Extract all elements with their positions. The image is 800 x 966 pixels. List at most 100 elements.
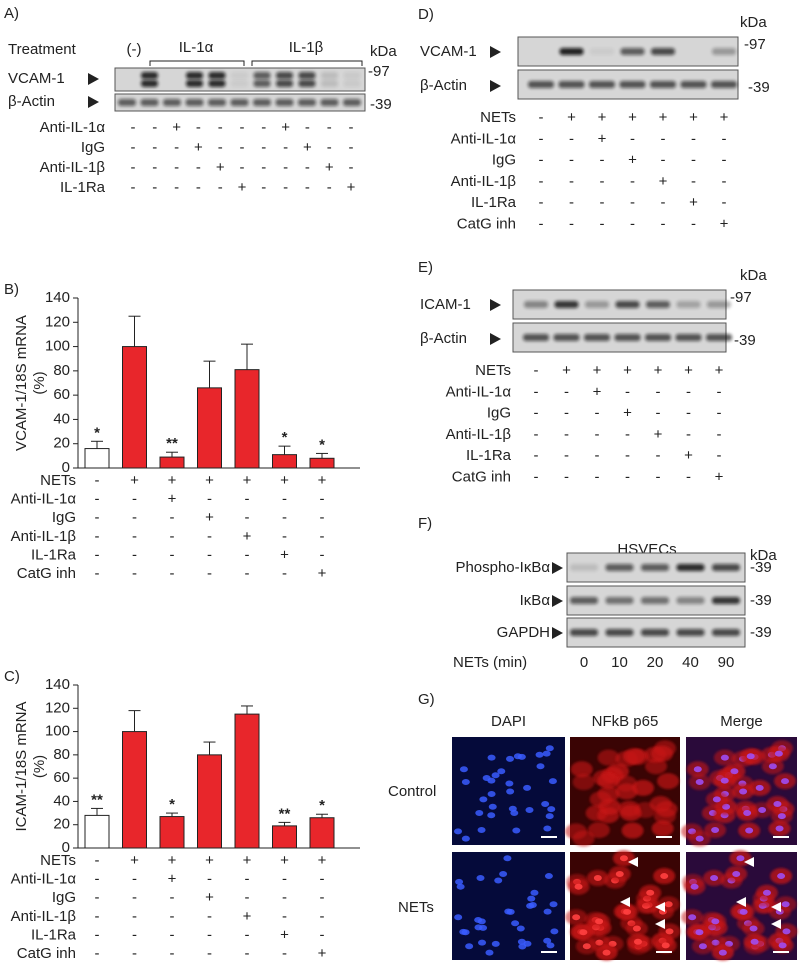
nucleus-red	[664, 901, 673, 908]
treatment-sign: +	[130, 852, 139, 869]
nucleus	[477, 918, 486, 925]
treatment-sign: -	[95, 945, 100, 962]
group-bracket	[149, 60, 245, 66]
treatment-sign: -	[132, 926, 137, 943]
treatment-sign: -	[539, 152, 544, 169]
nucleus	[474, 924, 483, 931]
treatment-sign: -	[282, 871, 287, 888]
treatment-sign: -	[282, 491, 287, 508]
treatment-sign: -	[534, 362, 539, 379]
treatment-label: IL-1Ra	[31, 546, 77, 563]
treatment-sign: -	[261, 139, 266, 156]
treatment-sign: -	[534, 447, 539, 464]
nucleus	[487, 791, 496, 798]
blot-band	[275, 99, 294, 106]
cell-body	[621, 822, 644, 839]
time-label: 0	[580, 654, 588, 671]
treatment-sign: +	[318, 565, 327, 582]
nucleus-red	[615, 870, 624, 877]
nucleus	[517, 938, 526, 945]
treatment-sign: +	[194, 139, 203, 156]
treatment-sign: -	[564, 383, 569, 400]
blot-band	[712, 564, 740, 571]
arrowhead	[552, 562, 563, 574]
treatment-label: IgG	[487, 405, 511, 422]
treatment-label: NETs	[475, 362, 511, 379]
blot-band	[276, 72, 293, 79]
treatment-sign: -	[320, 926, 325, 943]
nucleus	[762, 889, 771, 896]
treatment-sign: +	[243, 528, 252, 545]
treatment-sign: -	[132, 528, 137, 545]
nucleus	[506, 908, 515, 915]
y-tick-label: 120	[45, 313, 70, 330]
treatment-sign: +	[325, 159, 334, 176]
treatment-sign: +	[205, 472, 214, 489]
blot-band	[676, 564, 705, 571]
treatment-sign: -	[245, 926, 250, 943]
nucleus	[541, 800, 550, 807]
marker-label: -39	[750, 592, 772, 609]
cell-body	[572, 830, 595, 847]
blot-band	[524, 301, 548, 308]
bar	[197, 754, 222, 849]
nucleus	[732, 870, 741, 877]
treatment-sign: -	[686, 383, 691, 400]
nucleus	[739, 788, 748, 795]
group-label: IL-1β	[289, 39, 324, 56]
nucleus	[688, 914, 697, 921]
row-label: Control	[388, 783, 436, 800]
panel-label: D)	[418, 6, 434, 23]
nucleus-red	[602, 949, 611, 956]
blot-band	[570, 597, 598, 604]
blot-band	[523, 334, 549, 341]
micrograph	[565, 850, 681, 961]
nucleus-red	[632, 925, 641, 932]
nucleus	[542, 750, 551, 757]
treatment-sign: -	[132, 908, 137, 925]
panel-label: G)	[418, 691, 435, 708]
y-axis-label: VCAM-1/18S mRNA	[13, 315, 30, 451]
treatment-sign: +	[689, 194, 698, 211]
treatment-sign: -	[245, 565, 250, 582]
cell-body	[653, 808, 676, 825]
treatment-sign: -	[174, 179, 179, 196]
blot-band	[298, 72, 316, 79]
treatment-sign: -	[245, 491, 250, 508]
treatment-sign: -	[564, 468, 569, 485]
blot-band	[253, 72, 271, 79]
blot-band	[646, 301, 670, 308]
treatment-sign: -	[131, 179, 136, 196]
treatment-sign: -	[717, 426, 722, 443]
nucleus	[485, 949, 494, 956]
y-tick-label: 40	[53, 410, 70, 427]
y-tick-label: 80	[53, 746, 70, 763]
treatment-sign: -	[152, 159, 157, 176]
nucleus	[549, 901, 558, 908]
marker-label: -97	[730, 289, 752, 306]
blot-band	[706, 334, 732, 341]
nucleus	[525, 807, 534, 814]
arrowhead	[88, 73, 99, 85]
cell-body	[597, 749, 620, 766]
treatment-label: NETs (min)	[453, 654, 527, 671]
bar	[84, 814, 110, 849]
blot-band	[528, 81, 554, 88]
treatment-sign: -	[625, 383, 630, 400]
nucleus-red	[572, 914, 581, 921]
blot-band	[208, 99, 226, 106]
treatment-sign: +	[347, 179, 356, 196]
cell-body	[645, 758, 668, 775]
treatment-sign: +	[303, 139, 312, 156]
treatment-sign: -	[630, 130, 635, 147]
panel-label: B)	[4, 281, 19, 298]
arrowhead-marker	[771, 919, 781, 929]
blot-band	[559, 48, 584, 55]
blot-band	[711, 81, 737, 88]
nucleus	[494, 877, 503, 884]
nucleus	[536, 763, 545, 770]
treatment-sign: -	[261, 119, 266, 136]
treatment-sign: -	[207, 871, 212, 888]
nucleus	[777, 813, 786, 820]
treatment-sign: +	[715, 362, 724, 379]
